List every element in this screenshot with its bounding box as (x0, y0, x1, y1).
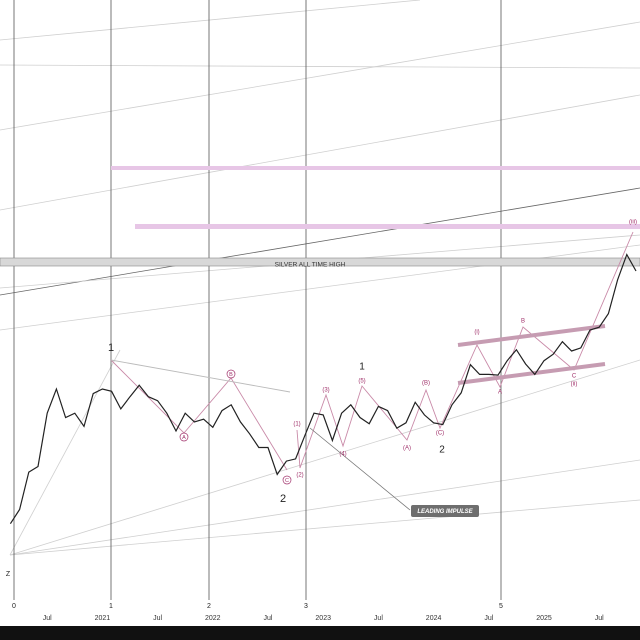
resistance-band (111, 166, 640, 170)
x-tick-label: Jul (43, 615, 52, 622)
circled-wave-label: B (229, 372, 233, 378)
minor-wave-label: (2) (296, 473, 303, 479)
minor-wave-label: (1) (293, 422, 300, 428)
decor-lines (0, 0, 640, 556)
wave-label: 0 (12, 603, 16, 610)
minor-wave-label: C (572, 374, 577, 380)
x-tick-label: 2021 (95, 615, 111, 622)
wave-label: 3 (304, 603, 308, 610)
x-tick-label: 2024 (426, 615, 442, 622)
label-circle (179, 432, 189, 442)
price-line (9, 253, 637, 525)
minor-wave-label: (5) (358, 379, 365, 385)
x-tick-label: Jul (374, 615, 383, 622)
wave-label: 1 (359, 362, 365, 373)
x-tick-label: 2022 (205, 615, 221, 622)
annotation: LEADING IMPULSE (417, 509, 473, 515)
wave-label: 2 (280, 493, 286, 505)
wave-label: 1 (108, 342, 114, 354)
channel (457, 324, 606, 385)
x-axis-bar (0, 626, 640, 640)
label-circle (282, 475, 292, 485)
wave-paths (110, 231, 634, 471)
minor-wave-label: B (521, 319, 525, 325)
x-tick-label: Jul (153, 615, 162, 622)
x-tick-label: 2023 (315, 615, 331, 622)
minor-wave-label: (i) (474, 330, 479, 336)
minor-wave-label: A (498, 390, 502, 396)
vertical-lines (13, 0, 502, 600)
minor-wave-label: (B) (422, 381, 430, 387)
ath-band (0, 257, 640, 267)
circled-wave-label: A (182, 435, 186, 441)
x-tick-label: Jul (484, 615, 493, 622)
x-tick-label: Jul (595, 615, 604, 622)
pointer-line (309, 427, 411, 511)
wave-label: 2 (207, 603, 211, 610)
wave-label: 2 (439, 445, 445, 456)
minor-wave-label: (4) (339, 452, 346, 458)
resistance-band (135, 224, 640, 229)
minor-wave-label: (3) (322, 388, 329, 394)
minor-wave-label: (iii) (629, 220, 637, 226)
minor-wave-label: (ii) (571, 382, 578, 388)
annotation: SILVER ALL TIME HIGH (275, 262, 346, 269)
wave-label: Z (6, 571, 11, 578)
minor-wave-label: (C) (436, 431, 444, 437)
annotation-box (411, 505, 479, 517)
circled-wave-label: C (285, 478, 289, 484)
label-circle (226, 369, 236, 379)
x-tick-label: 2025 (536, 615, 552, 622)
x-tick-label: Jul (264, 615, 273, 622)
wave-label: 1 (109, 603, 113, 610)
wave-label: 5 (499, 603, 503, 610)
minor-wave-label: (A) (403, 446, 411, 452)
